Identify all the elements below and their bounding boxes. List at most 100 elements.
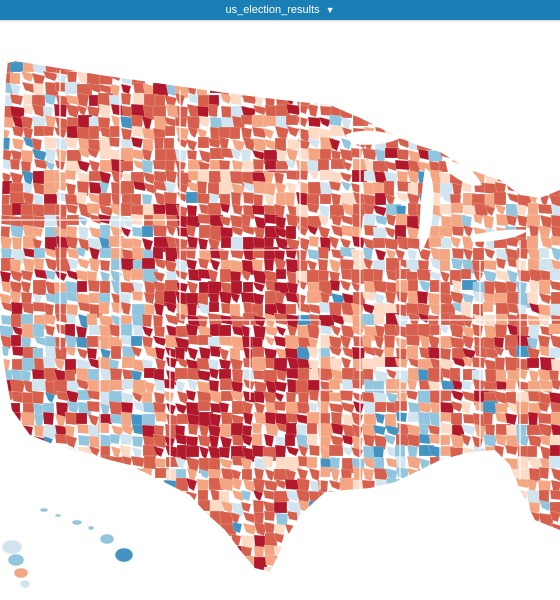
county-region[interactable] <box>416 104 428 120</box>
county-region[interactable] <box>263 579 274 592</box>
county-region[interactable] <box>218 446 231 459</box>
county-region[interactable] <box>429 488 441 501</box>
county-region[interactable] <box>132 511 147 528</box>
county-region[interactable] <box>438 523 453 540</box>
county-region[interactable] <box>406 248 418 261</box>
county-region[interactable] <box>318 93 335 107</box>
county-region[interactable] <box>361 147 378 161</box>
county-region[interactable] <box>185 534 202 548</box>
county-region[interactable] <box>394 556 411 569</box>
county-region[interactable] <box>86 468 103 481</box>
county-region[interactable] <box>175 477 189 492</box>
county-region[interactable] <box>175 126 190 141</box>
island-region[interactable] <box>1 539 23 555</box>
county-region[interactable] <box>231 60 245 76</box>
county-region[interactable] <box>252 281 266 293</box>
county-region[interactable] <box>154 411 168 423</box>
county-region[interactable] <box>75 246 87 258</box>
county-region[interactable] <box>65 565 78 581</box>
county-region[interactable] <box>120 50 137 64</box>
county-region[interactable] <box>252 81 266 97</box>
county-region[interactable] <box>0 424 17 440</box>
county-region[interactable] <box>329 532 346 544</box>
county-region[interactable] <box>152 49 164 62</box>
county-region[interactable] <box>198 445 210 460</box>
county-region[interactable] <box>165 545 181 560</box>
county-region[interactable] <box>473 51 487 67</box>
county-region[interactable] <box>43 93 57 106</box>
county-region[interactable] <box>220 147 235 159</box>
county-region[interactable] <box>295 521 309 538</box>
county-region[interactable] <box>460 433 472 447</box>
county-region[interactable] <box>64 434 78 449</box>
county-region[interactable] <box>395 589 409 599</box>
county-region[interactable] <box>339 556 352 571</box>
county-region[interactable] <box>427 565 444 581</box>
county-region[interactable] <box>516 71 530 86</box>
county-region[interactable] <box>20 424 34 439</box>
county-region[interactable] <box>340 71 352 84</box>
county-region[interactable] <box>483 50 497 63</box>
county-region[interactable] <box>374 50 391 61</box>
county-region[interactable] <box>64 369 76 382</box>
county-region[interactable] <box>242 181 256 193</box>
county-region[interactable] <box>141 225 154 238</box>
county-region[interactable] <box>143 303 156 316</box>
county-region[interactable] <box>253 579 266 590</box>
county-region[interactable] <box>0 193 11 206</box>
county-region[interactable] <box>263 433 275 448</box>
county-region[interactable] <box>99 224 111 240</box>
county-region[interactable] <box>120 301 132 316</box>
county-region[interactable] <box>416 567 431 580</box>
county-region[interactable] <box>142 533 159 549</box>
county-region[interactable] <box>185 61 201 74</box>
county-region[interactable] <box>165 521 181 538</box>
county-region[interactable] <box>163 70 177 82</box>
county-region[interactable] <box>296 577 307 587</box>
county-region[interactable] <box>516 544 531 558</box>
county-region[interactable] <box>121 378 135 390</box>
county-region[interactable] <box>110 181 123 198</box>
county-region[interactable] <box>449 323 465 339</box>
county-region[interactable] <box>406 60 418 72</box>
county-region[interactable] <box>9 269 24 283</box>
county-region[interactable] <box>99 510 115 524</box>
county-region[interactable] <box>9 72 21 85</box>
county-region[interactable] <box>330 324 342 337</box>
county-region[interactable] <box>429 467 444 480</box>
county-region[interactable] <box>229 291 241 304</box>
county-region[interactable] <box>549 434 560 446</box>
county-region[interactable] <box>449 94 466 110</box>
county-region[interactable] <box>130 523 147 535</box>
county-region[interactable] <box>329 50 343 61</box>
county-region[interactable] <box>99 259 111 272</box>
county-region[interactable] <box>395 94 407 110</box>
county-region[interactable] <box>187 588 198 600</box>
county-region[interactable] <box>516 82 532 99</box>
county-region[interactable] <box>240 60 255 73</box>
county-region[interactable] <box>286 378 298 394</box>
county-region[interactable] <box>220 60 232 76</box>
county-region[interactable] <box>0 444 14 456</box>
county-region[interactable] <box>98 521 111 533</box>
county-region[interactable] <box>504 136 516 148</box>
county-region[interactable] <box>142 60 155 72</box>
county-region[interactable] <box>141 522 155 538</box>
county-region[interactable] <box>351 378 364 390</box>
county-region[interactable] <box>373 510 388 522</box>
county-region[interactable] <box>350 522 363 539</box>
county-region[interactable] <box>385 213 397 227</box>
county-region[interactable] <box>274 567 289 578</box>
county-region[interactable] <box>528 566 540 579</box>
county-region[interactable] <box>55 49 69 62</box>
county-region[interactable] <box>198 149 213 164</box>
county-region[interactable] <box>186 149 198 161</box>
county-region[interactable] <box>252 104 268 116</box>
county-region[interactable] <box>21 467 33 479</box>
county-region[interactable] <box>53 543 66 560</box>
county-region[interactable] <box>174 402 188 415</box>
county-region[interactable] <box>275 83 288 99</box>
county-region[interactable] <box>262 115 278 127</box>
county-region[interactable] <box>450 104 462 121</box>
county-region[interactable] <box>339 477 355 494</box>
